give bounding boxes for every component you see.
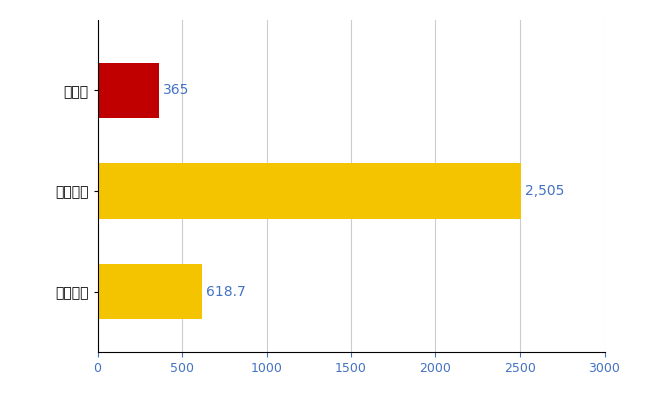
Bar — [98, 63, 159, 118]
Bar — [98, 264, 202, 319]
Bar — [98, 163, 521, 219]
Text: 618.7: 618.7 — [206, 285, 246, 299]
Text: 365: 365 — [163, 84, 190, 98]
Text: 2,505: 2,505 — [525, 184, 564, 198]
